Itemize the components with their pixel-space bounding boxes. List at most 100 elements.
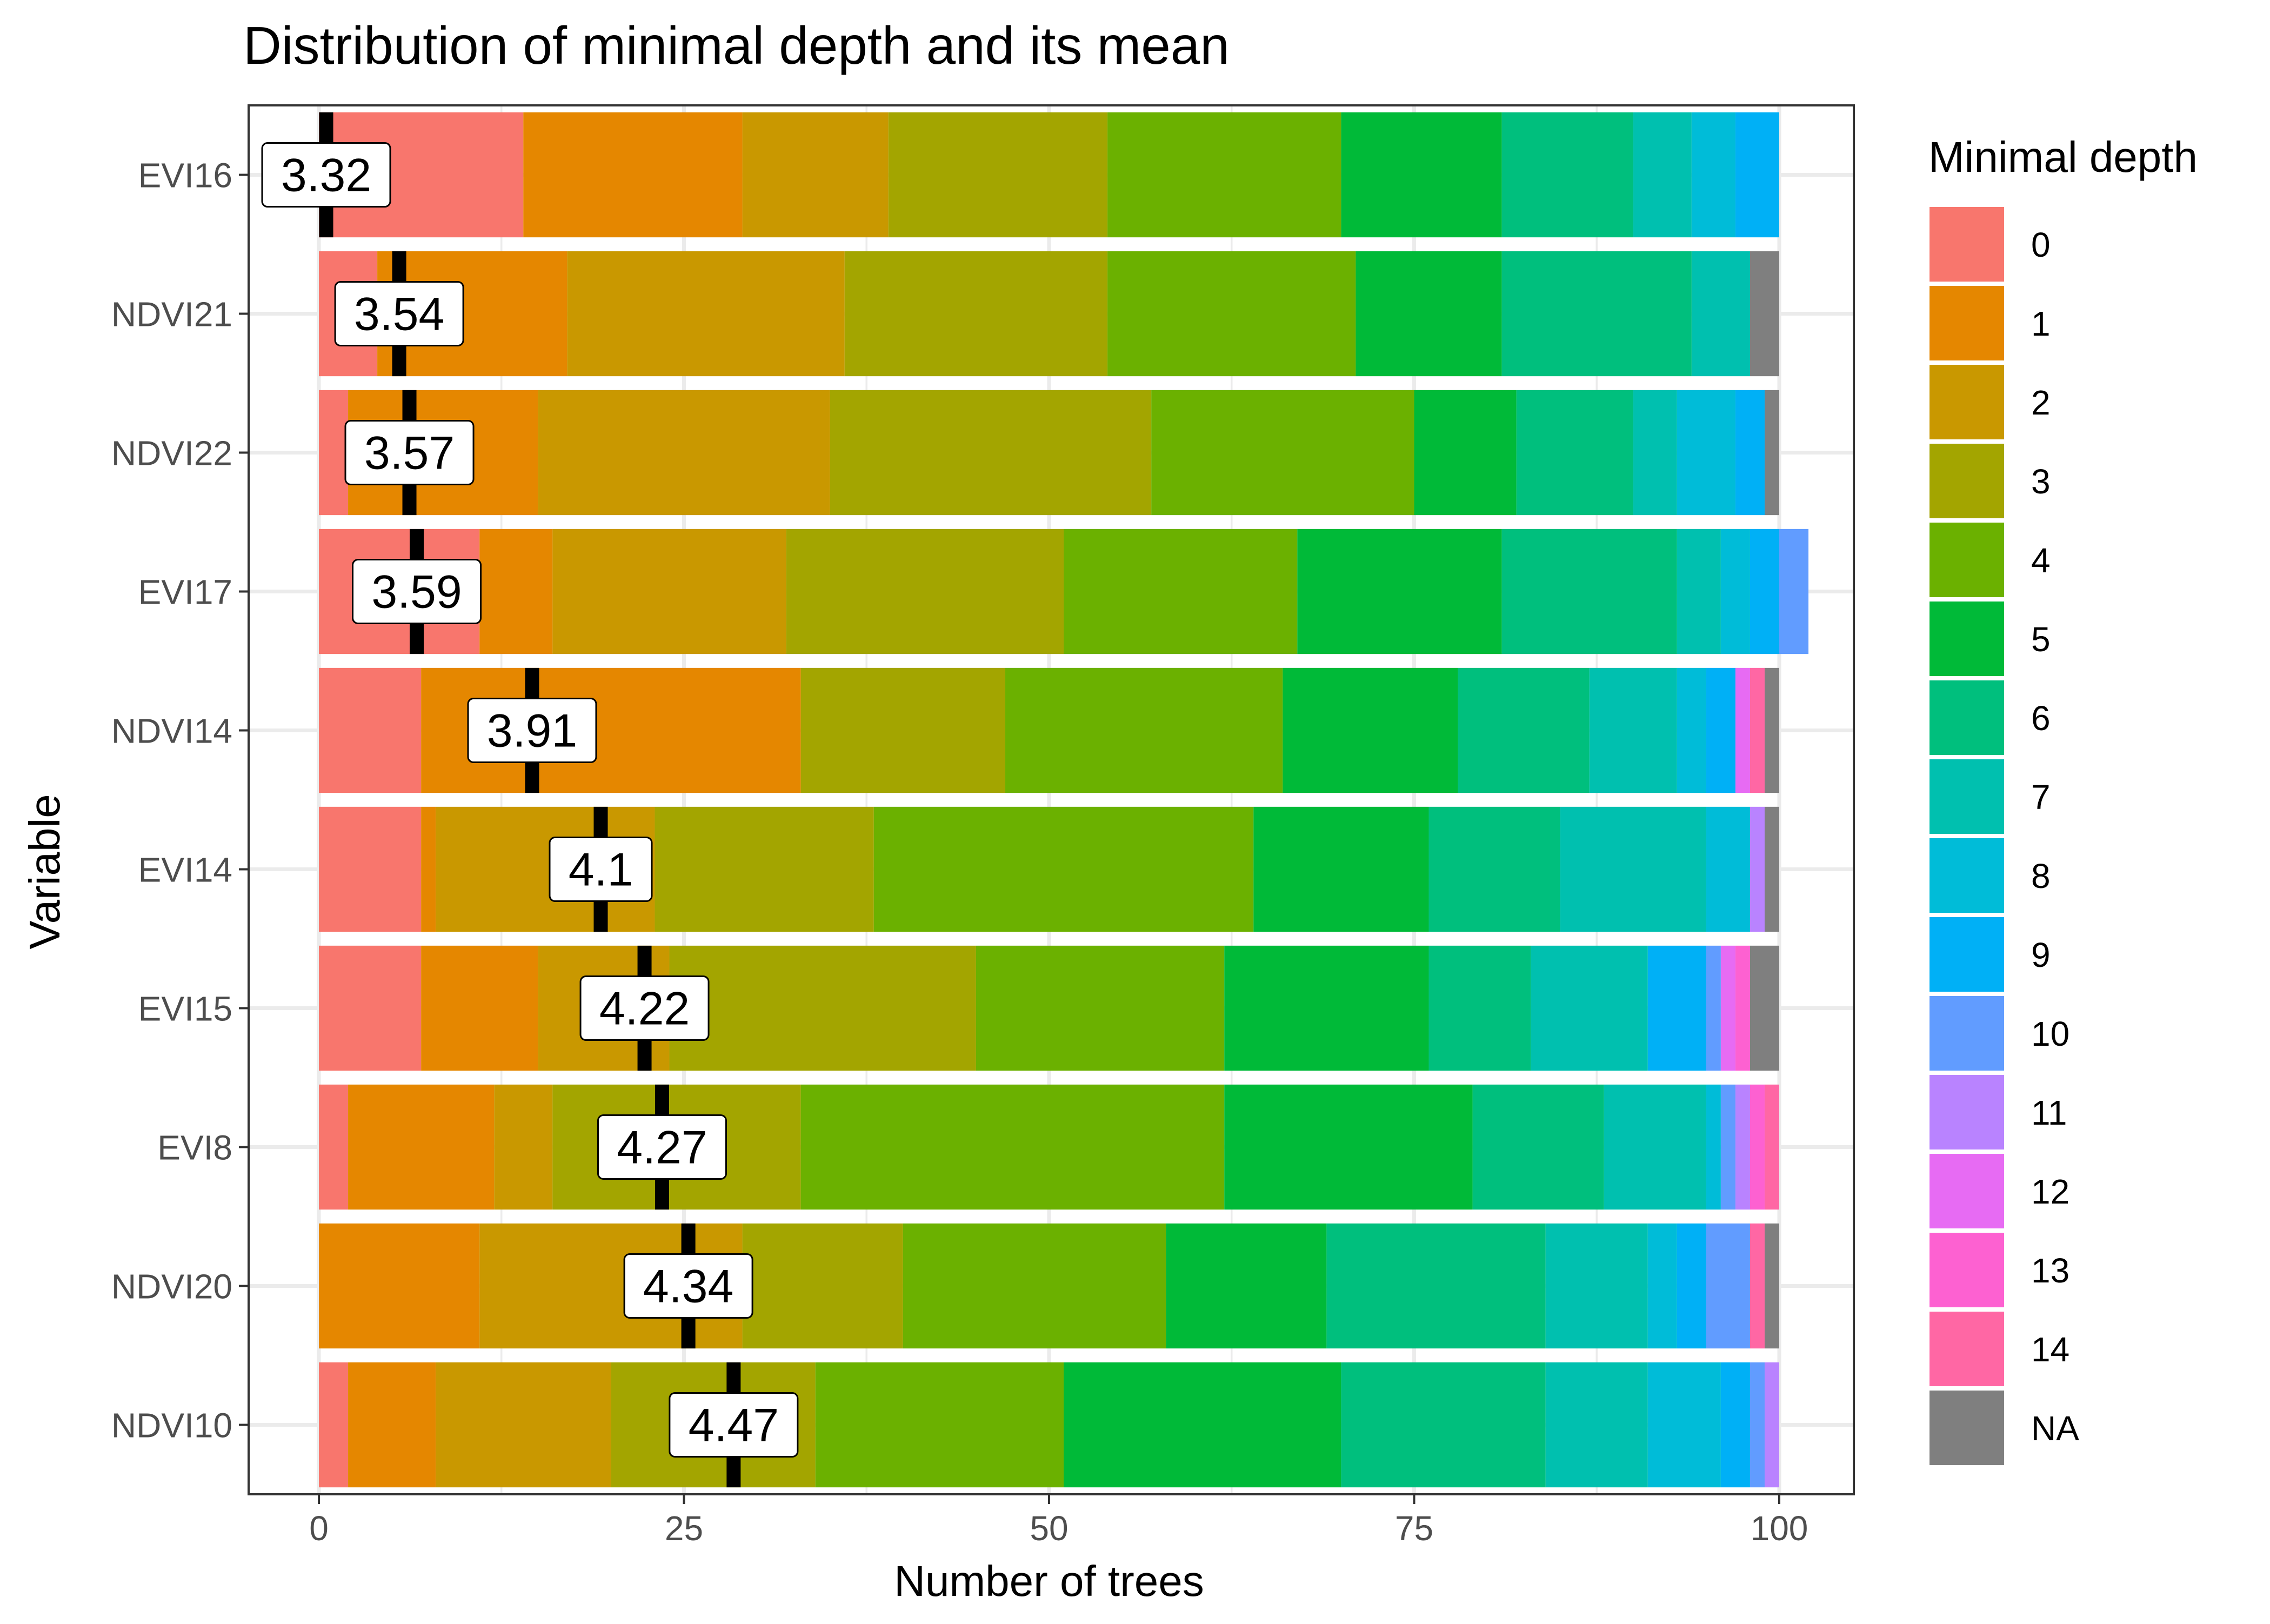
mean-markers: 3.32 3.54 3.57 3.59 3.91 4.1 4.22 4.27 4.34 4.47 (261, 112, 799, 1488)
bar-segment (742, 1223, 903, 1349)
bar-segment (1735, 390, 1765, 516)
bar-segment (1750, 667, 1765, 793)
bar-segment (1706, 806, 1750, 932)
bar-segment (1647, 1223, 1677, 1349)
y-tick-label: EVI16 (138, 156, 232, 195)
bar-segment (1750, 945, 1779, 1071)
y-axis-title: Variable (21, 794, 69, 950)
x-tick-label: 100 (1751, 1509, 1808, 1548)
legend-swatch (1929, 1233, 2004, 1307)
bar-segment (669, 945, 976, 1071)
mean-label: 3.59 (371, 566, 462, 618)
bar-segment (1341, 1362, 1546, 1488)
bar-segment (1720, 945, 1735, 1071)
mean-label-box (669, 1392, 799, 1458)
bar-segment (1428, 806, 1560, 932)
bar-segment (1720, 1084, 1735, 1210)
bar-segment (1501, 251, 1692, 377)
bar-segment (1356, 251, 1502, 377)
bar-segment (1326, 1223, 1546, 1349)
bar-segment (1764, 806, 1779, 932)
bar-segment (1107, 112, 1341, 238)
bar-segment (421, 945, 538, 1071)
bar-segment (319, 390, 349, 516)
bar-segment (800, 667, 1005, 793)
x-axis-title: Number of trees (894, 1557, 1204, 1605)
y-tick-label: EVI14 (138, 851, 232, 890)
bar-segment (1706, 945, 1721, 1071)
legend-label: 11 (2031, 1093, 2067, 1132)
mean-label: 4.47 (689, 1400, 779, 1452)
bar-segment (1677, 529, 1721, 654)
bar-segment (800, 1084, 1225, 1210)
x-axis: 0 25 50 75 100 (309, 1494, 1808, 1548)
bar-segment (1560, 806, 1706, 932)
bar-segment (815, 1362, 1064, 1488)
bar-segment (1253, 806, 1429, 932)
y-tick-label: NDVI22 (111, 434, 232, 473)
bar-segment (1414, 390, 1517, 516)
legend-title: Minimal depth (1928, 133, 2198, 181)
bar-segment (1064, 1362, 1341, 1488)
bar-segment (319, 1223, 480, 1349)
y-tick-label: NDVI10 (111, 1406, 232, 1445)
bar-segment (552, 529, 786, 654)
y-tick-label: EVI8 (157, 1128, 232, 1167)
legend-swatch (1929, 917, 2004, 992)
bar-segment (319, 1362, 349, 1488)
legend-swatch (1929, 444, 2004, 518)
bar-segment (1677, 1223, 1706, 1349)
bar-segment (1633, 390, 1677, 516)
bar-segment (888, 112, 1108, 238)
bar-segment (1647, 945, 1706, 1071)
bar-segment (1341, 112, 1502, 238)
bar-segment (976, 945, 1225, 1071)
bar-segment (1428, 945, 1531, 1071)
legend-swatch (1929, 602, 2004, 676)
mean-label-box (261, 142, 391, 208)
bar-segment (1691, 112, 1735, 238)
bar-segment (1545, 1362, 1648, 1488)
bar-segment (873, 806, 1254, 932)
bar-segment (479, 529, 553, 654)
bar-segment (1005, 667, 1283, 793)
y-tick-label: NDVI21 (111, 295, 232, 334)
bar-segment (1297, 529, 1502, 654)
legend-label: 5 (2031, 620, 2051, 659)
legend-swatch (1929, 759, 2004, 834)
legend-label: 13 (2031, 1251, 2069, 1290)
bar-segment (348, 1362, 436, 1488)
bar-segment (1764, 390, 1779, 516)
bar-segment (1779, 529, 1809, 654)
bar-segment (319, 1084, 349, 1210)
bar-segment (1735, 945, 1750, 1071)
bar-segment (494, 1084, 553, 1210)
bar-segment (1677, 390, 1735, 516)
bar-segment (1589, 667, 1677, 793)
legend-label: 4 (2031, 541, 2051, 580)
legend-swatch (1929, 207, 2004, 282)
bar-segment (319, 806, 422, 932)
bar-segment (1750, 806, 1765, 932)
bar-segment (1107, 251, 1356, 377)
bar-segment (421, 806, 436, 932)
mean-label: 4.22 (599, 983, 690, 1035)
bar-segment (1750, 1223, 1765, 1349)
legend-swatch (1929, 1312, 2004, 1386)
bar-segment (903, 1223, 1166, 1349)
y-axis: EVI16 NDVI21 NDVI22 EVI17 NDVI14 EVI14 EVI15 EV… (111, 156, 249, 1445)
bar-segment (1151, 390, 1414, 516)
mean-label-box (597, 1114, 727, 1180)
legend-label: 1 (2031, 304, 2051, 343)
bar-segment (1750, 529, 1779, 654)
bar-segment (1633, 112, 1692, 238)
legend-label: 2 (2031, 383, 2051, 422)
bar-segment (1764, 1223, 1779, 1349)
bar-segment (436, 1362, 611, 1488)
legend-swatch (1929, 1391, 2004, 1465)
bar-segment (1750, 1084, 1765, 1210)
y-tick-label: NDVI14 (111, 712, 232, 751)
